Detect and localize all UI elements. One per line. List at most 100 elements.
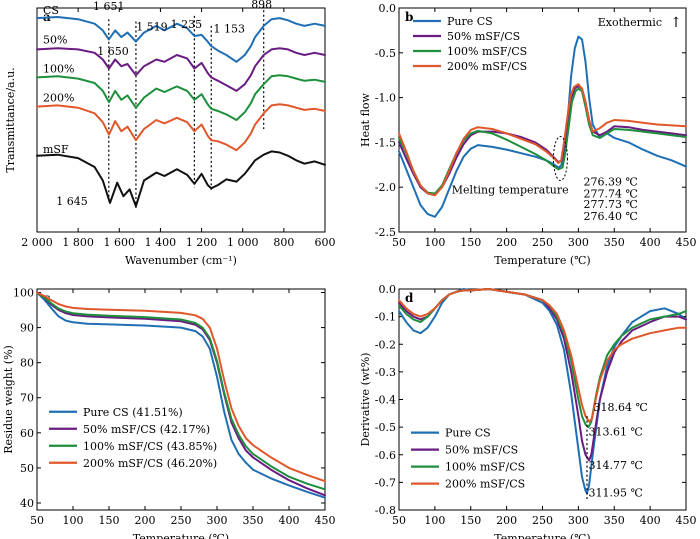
legend-entry: 200% mSF/CS (46.20%) bbox=[83, 457, 217, 470]
peak-temperature-label: 313.61 ℃ bbox=[589, 426, 643, 439]
x-tick-label: 400 bbox=[640, 236, 661, 249]
x-tick-label: 50 bbox=[392, 236, 406, 249]
y-tick-label: 60 bbox=[20, 427, 34, 440]
x-tick-label: 2 000 bbox=[21, 236, 53, 249]
x-tick-label: 350 bbox=[604, 514, 625, 527]
x-tick-label: 200 bbox=[135, 514, 156, 527]
y-axis-label: Derivative (wt%) bbox=[359, 353, 372, 447]
legend-entry: 50% mSF/CS bbox=[447, 30, 520, 43]
x-tick-label: 1 400 bbox=[145, 236, 177, 249]
peak-annotation: 1 519 bbox=[136, 20, 168, 33]
series-line-4 bbox=[36, 103, 326, 152]
x-tick-label: 400 bbox=[279, 514, 300, 527]
y-tick-label: -0.1 bbox=[375, 311, 396, 324]
x-tick-label: 300 bbox=[568, 514, 589, 527]
exothermic-note: Exothermic bbox=[598, 16, 662, 29]
x-tick-label: 350 bbox=[243, 514, 264, 527]
y-tick-label: -0.5 bbox=[375, 47, 396, 60]
y-tick-label: -0.3 bbox=[375, 366, 396, 379]
series-label: CS bbox=[43, 4, 59, 17]
y-tick-label: 70 bbox=[20, 392, 34, 405]
series-line-1 bbox=[398, 288, 687, 495]
series-label: 100% bbox=[43, 62, 74, 75]
x-tick-label: 250 bbox=[171, 514, 192, 527]
x-tick-label: 150 bbox=[460, 236, 481, 249]
legend-entry: 50% mSF/CS (42.17%) bbox=[83, 423, 210, 436]
legend-entry: 100% mSF/CS bbox=[447, 45, 527, 58]
x-tick-label: 350 bbox=[604, 236, 625, 249]
peak-annotation: 1 651 bbox=[93, 0, 125, 13]
x-tick-label: 150 bbox=[99, 514, 120, 527]
y-tick-label: -1.5 bbox=[375, 136, 396, 149]
y-tick-label: 0.0 bbox=[379, 283, 397, 296]
x-tick-label: 300 bbox=[568, 236, 589, 249]
legend-entry: 100% mSF/CS bbox=[445, 461, 525, 474]
y-tick-label: 50 bbox=[20, 462, 34, 475]
panel-b: b 50 100 150 200 250 300 350 400 450 Temperature (… bbox=[359, 2, 697, 267]
series-line-2 bbox=[398, 85, 687, 196]
x-tick-label: 250 bbox=[532, 514, 553, 527]
series-label: 200% bbox=[43, 92, 74, 105]
y-tick-label: -0.4 bbox=[375, 394, 396, 407]
x-tick-label: 250 bbox=[532, 236, 553, 249]
x-tick-label: 1 800 bbox=[62, 236, 94, 249]
x-tick-label: 450 bbox=[315, 514, 336, 527]
x-tick-label: 150 bbox=[460, 514, 481, 527]
panel-a: a2 000 1 800 1 600 1 400 1 200 1 000 800 600Wav… bbox=[4, 0, 336, 267]
peak-temperature-label: 276.40 ℃ bbox=[584, 210, 638, 223]
melting-annotation: Melting temperature bbox=[452, 183, 569, 196]
x-axis-label: Temperature (℃) bbox=[133, 532, 229, 539]
peak-temperature-label: 314.77 ℃ bbox=[589, 459, 643, 472]
y-tick-label: -0.7 bbox=[375, 476, 396, 489]
x-tick-label: 600 bbox=[315, 236, 336, 249]
legend-entry: Pure CS bbox=[447, 15, 493, 28]
panel-label: d bbox=[405, 291, 414, 305]
series-line-3 bbox=[36, 74, 326, 121]
x-tick-label: 300 bbox=[207, 514, 228, 527]
series-label: 50% bbox=[43, 33, 67, 46]
x-tick-label: 200 bbox=[496, 236, 517, 249]
x-tick-label: 450 bbox=[676, 514, 697, 527]
legend-entry: 200% mSF/CS bbox=[445, 478, 525, 491]
plot-frame bbox=[398, 7, 687, 233]
series-line-5 bbox=[36, 150, 326, 208]
y-tick-label: 100 bbox=[13, 287, 34, 300]
x-tick-label: 1 200 bbox=[186, 236, 218, 249]
y-tick-label: -2.0 bbox=[375, 181, 396, 194]
melting-region-ellipse bbox=[552, 136, 568, 182]
peak-temperature-label: 311.95 ℃ bbox=[589, 486, 643, 499]
y-tick-label: 40 bbox=[20, 497, 34, 510]
x-tick-label: 800 bbox=[273, 236, 294, 249]
exothermic-arrow-icon: ↑ bbox=[670, 15, 682, 31]
y-tick-label: -0.5 bbox=[375, 421, 396, 434]
series-line-3 bbox=[398, 87, 687, 195]
panel-d: d 50 100 150 200 250 300 350 400 450 Temperature (… bbox=[359, 283, 697, 539]
x-tick-label: 100 bbox=[424, 514, 445, 527]
x-tick-label: 100 bbox=[424, 236, 445, 249]
x-axis-label: Temperature (℃) bbox=[494, 254, 590, 267]
peak-temperature-label: 318.64 ℃ bbox=[594, 401, 648, 414]
y-axis-label: Transmittance/a.u. bbox=[4, 67, 17, 172]
x-axis-label: Temperature (℃) bbox=[494, 532, 590, 539]
peak-temperature-label: 277.73 ℃ bbox=[584, 198, 638, 211]
x-tick-label: 1 000 bbox=[227, 236, 259, 249]
x-tick-label: 450 bbox=[676, 236, 697, 249]
plot-frame bbox=[36, 7, 326, 233]
series-label: mSF bbox=[43, 143, 69, 156]
x-tick-label: 200 bbox=[496, 514, 517, 527]
legend-entry: 100% mSF/CS (43.85%) bbox=[83, 440, 217, 453]
series-line-4 bbox=[36, 291, 326, 483]
peak-annotation: 1 235 bbox=[171, 18, 203, 31]
legend-entry: 200% mSF/CS bbox=[447, 60, 527, 73]
peak-annotation: 1 650 bbox=[97, 45, 129, 58]
panel-label: b bbox=[405, 10, 413, 24]
peak-annotation: 1 645 bbox=[56, 195, 88, 208]
legend-entry: Pure CS bbox=[445, 427, 491, 440]
y-tick-label: -0.6 bbox=[375, 449, 396, 462]
peak-temperature-label: 276.39 ℃ bbox=[584, 176, 638, 189]
y-axis-label: Residue weight (%) bbox=[2, 345, 15, 454]
legend-entry: 50% mSF/CS bbox=[445, 444, 518, 457]
x-tick-label: 50 bbox=[392, 514, 406, 527]
